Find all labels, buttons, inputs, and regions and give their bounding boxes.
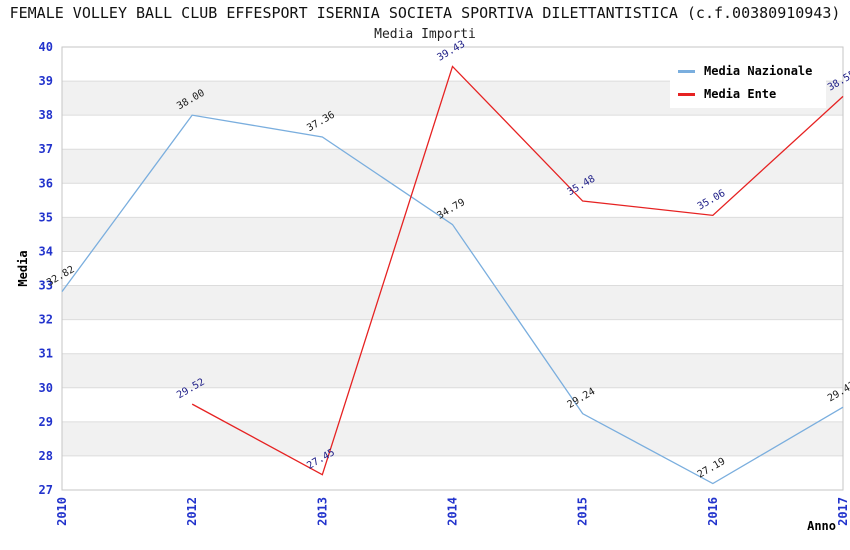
grid-band xyxy=(62,421,843,456)
y-tick-label: 32 xyxy=(39,313,53,327)
legend-swatch-media-nazionale-icon xyxy=(678,69,695,73)
legend-label-media-ente: Media Ente xyxy=(704,87,777,101)
grid-band xyxy=(62,217,843,252)
chart-subtitle: Media Importi xyxy=(374,27,476,42)
series-line-media-ente xyxy=(191,65,844,476)
legend-item-media-nazionale: Media Nazionale xyxy=(678,64,818,78)
grid-band xyxy=(62,353,843,388)
data-point-label: 27.19 xyxy=(696,456,728,481)
series-line-media-nazionale xyxy=(61,114,844,485)
y-tick-label: 27 xyxy=(39,483,53,497)
y-tick-label: 34 xyxy=(39,244,53,258)
x-tick-label: 2013 xyxy=(315,497,329,526)
legend-item-media-ente: Media Ente xyxy=(678,87,818,101)
y-tick-label: 37 xyxy=(39,142,53,156)
plot-border xyxy=(61,46,844,491)
x-tick-label: 2017 xyxy=(836,497,850,526)
y-tick-label: 38 xyxy=(39,108,53,122)
data-point-label: 29.24 xyxy=(566,386,598,411)
y-tick-label: 33 xyxy=(39,279,53,293)
chart-title: FEMALE VOLLEY BALL CLUB EFFESPORT ISERNI… xyxy=(9,4,841,22)
y-axis-title: Media xyxy=(16,250,30,286)
y-tick-label: 29 xyxy=(39,415,53,429)
grid-band xyxy=(62,285,843,320)
x-tick-label: 2014 xyxy=(446,497,460,526)
x-tick-label: 2012 xyxy=(185,497,199,526)
x-tick-label: 2010 xyxy=(55,497,69,526)
y-tick-label: 39 xyxy=(39,74,53,88)
data-point-label: 35.06 xyxy=(696,188,728,213)
legend-swatch-media-ente-icon xyxy=(678,92,695,96)
y-tick-label: 35 xyxy=(39,210,53,224)
x-tick-label: 2016 xyxy=(706,497,720,526)
data-point-label: 39.43 xyxy=(435,39,467,64)
grid-band xyxy=(62,149,843,184)
x-tick-label: 2015 xyxy=(576,497,590,526)
y-tick-label: 36 xyxy=(39,176,53,190)
y-tick-label: 30 xyxy=(39,381,53,395)
legend: Media Nazionale Media Ente xyxy=(670,57,826,108)
x-axis-title: Anno xyxy=(807,519,836,533)
y-tick-label: 31 xyxy=(39,347,53,361)
y-tick-label: 40 xyxy=(39,40,53,54)
y-tick-label: 28 xyxy=(39,449,53,463)
legend-label-media-nazionale: Media Nazionale xyxy=(704,64,813,78)
